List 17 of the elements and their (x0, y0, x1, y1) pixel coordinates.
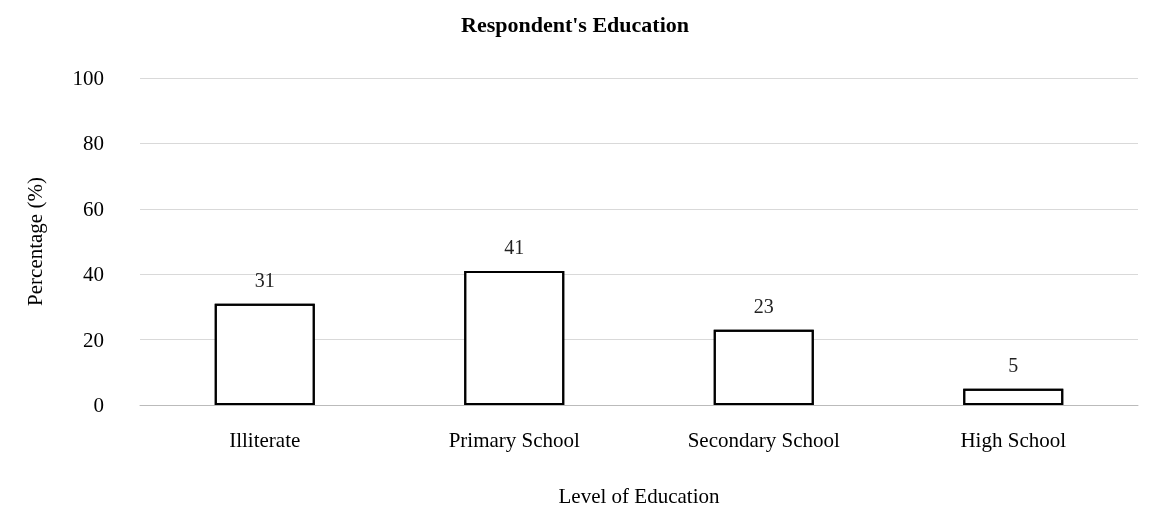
y-tick-label: 100 (72, 66, 104, 90)
data-label: 23 (753, 294, 774, 317)
x-tick-label: Illiterate (229, 427, 301, 452)
x-axis-title: Level of Education (558, 483, 720, 508)
y-tick-label: 40 (83, 262, 104, 287)
y-tick-label: 0 (93, 393, 104, 417)
y-tick-label: 60 (83, 196, 104, 221)
y-tick-label: 80 (83, 131, 104, 156)
y-axis-title: Percentage (%) (22, 177, 47, 306)
data-label: 31 (254, 268, 275, 291)
x-tick-label: Primary School (448, 427, 581, 452)
x-tick-label: High School (960, 427, 1067, 452)
data-label: 41 (504, 235, 525, 258)
chart-title: Respondent's Education (460, 11, 690, 37)
x-tick-label: Secondary School (687, 427, 841, 452)
y-tick-label: 20 (83, 327, 104, 352)
data-label: 5 (1008, 353, 1019, 376)
